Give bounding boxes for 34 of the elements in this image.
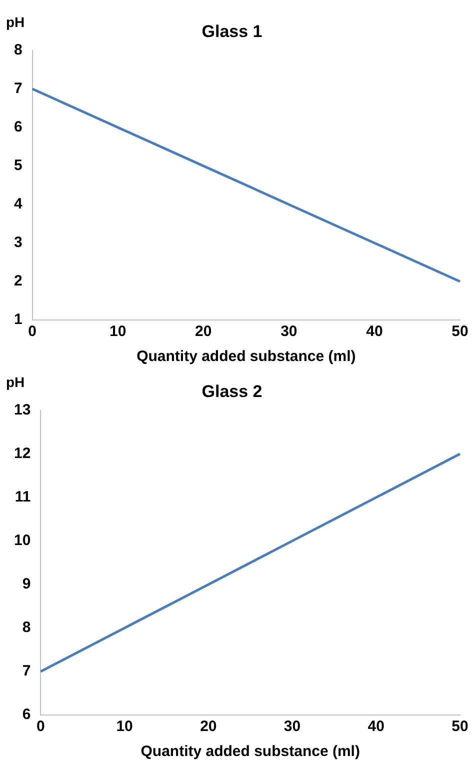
x-tick-label: 50 [452,718,468,736]
y-tick-label: 8 [14,42,22,59]
y-axis-title: pH [6,14,25,30]
x-tick-label: 30 [280,323,298,340]
x-axis-title: Quantity added substance (ml) [140,743,360,760]
y-tick-label: 6 [14,118,22,136]
y-tick-label: 1 [14,311,22,328]
x-tick-label: 40 [368,718,384,736]
x-tick-label: 0 [36,718,45,736]
y-tick-label: 5 [14,157,22,174]
x-tick-label: 20 [200,718,217,736]
y-tick-label: 4 [14,196,23,213]
y-tick-label: 6 [22,706,31,724]
y-tick-label: 3 [14,234,22,252]
y-tick-label: 13 [14,402,31,419]
x-tick-label: 30 [284,718,301,736]
chart-title: Glass 2 [202,382,262,401]
x-tick-label: 40 [366,323,383,340]
y-tick-label: 7 [22,662,31,680]
y-tick-label: 8 [22,619,31,636]
x-tick-label: 10 [110,323,126,340]
y-tick-label: 2 [14,272,22,290]
y-axis-title: pH [6,374,25,390]
chart-title: Glass 1 [202,22,262,41]
y-tick-label: 11 [14,488,31,506]
y-tick-label: 10 [14,532,31,550]
x-tick-label: 10 [116,718,133,736]
x-axis-title: Quantity added substance (ml) [136,348,356,366]
y-tick-label: 9 [22,576,31,593]
x-tick-label: 0 [28,323,37,340]
y-tick-label: 12 [14,445,31,462]
x-tick-label: 20 [195,323,212,340]
y-tick-label: 7 [14,80,22,98]
x-tick-label: 50 [452,323,468,340]
